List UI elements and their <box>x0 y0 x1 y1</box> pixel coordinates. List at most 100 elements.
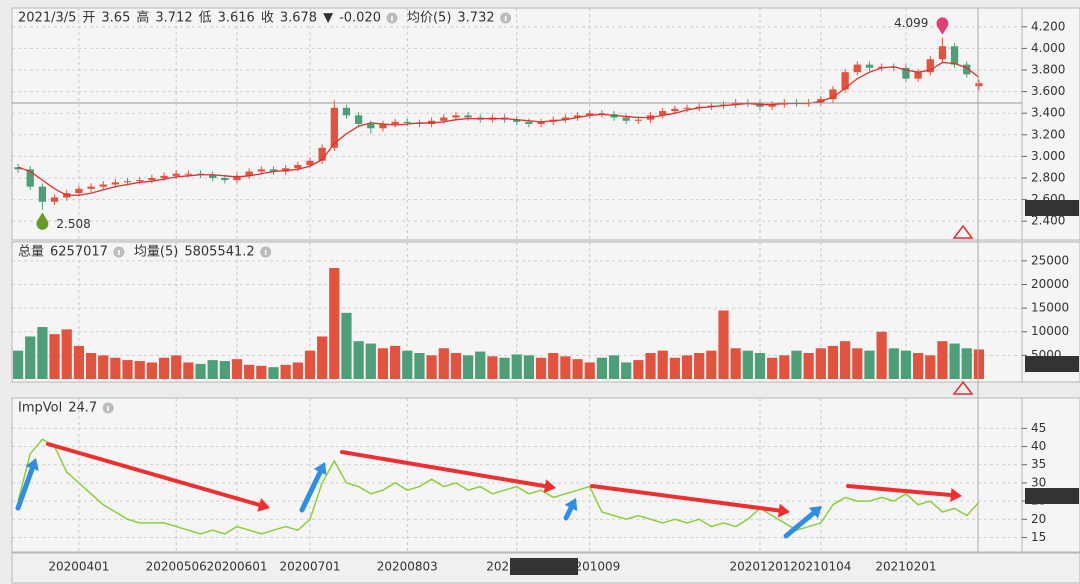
volume-bar <box>462 355 474 379</box>
arrow-shaft <box>340 450 547 489</box>
candle-body <box>50 197 59 202</box>
volume-bar <box>414 353 425 379</box>
candle-body <box>440 117 448 121</box>
candle-body <box>75 188 83 194</box>
candle-body <box>26 169 34 187</box>
arrow-shaft <box>590 484 781 513</box>
volume-bar <box>645 353 656 379</box>
volume-bar <box>353 341 364 379</box>
volume-bar <box>815 348 826 379</box>
high-label: 4.099 <box>894 16 928 30</box>
y-tick-label: 35 <box>1031 457 1046 471</box>
volume-bar <box>657 350 668 379</box>
candle-body <box>513 119 521 122</box>
candle-body <box>671 108 679 112</box>
volume-bar <box>195 363 206 379</box>
candle-body <box>160 175 168 178</box>
volume-bar <box>681 355 693 379</box>
volume-bar <box>523 355 535 379</box>
candle-body <box>209 174 217 178</box>
candle-body <box>111 182 120 185</box>
volume-bar <box>402 350 413 379</box>
y-tick-label: 4.000 <box>1031 41 1065 55</box>
header-item: 24.7 <box>68 401 97 416</box>
volume-bar <box>475 351 486 379</box>
volume-bar <box>535 357 547 379</box>
volume-bar <box>219 361 230 379</box>
info-icon-bar <box>504 16 507 21</box>
volume-bar <box>207 360 218 379</box>
header-item: 总量 <box>18 245 44 260</box>
volume-bar <box>900 350 912 379</box>
x-tick-label: 20200506 <box>146 560 207 574</box>
y-tick-label: 30 <box>1031 475 1046 489</box>
volume-bar <box>280 364 291 379</box>
header-item: 2021/3/5 <box>18 11 76 26</box>
y-tick-label: 40 <box>1031 439 1046 453</box>
x-tick-label: 20200401 <box>48 560 109 574</box>
volume-bar <box>961 348 972 379</box>
volume-bar <box>292 362 303 379</box>
y-tick-label: 3.200 <box>1031 127 1065 141</box>
arrow-head <box>808 506 822 519</box>
arrow-shaft <box>563 505 574 521</box>
volume-bar <box>633 360 644 379</box>
x-tick-label: 20200601 <box>206 560 267 574</box>
volume-bar <box>888 348 899 379</box>
alert-triangle <box>952 380 974 395</box>
volume-bar <box>754 353 766 379</box>
cursor-box <box>1025 200 1079 216</box>
candle-body <box>136 180 144 182</box>
candle-body <box>391 121 399 124</box>
volume-bar <box>134 361 145 379</box>
candle-body <box>38 186 47 202</box>
y-tick-label: 4.200 <box>1031 19 1065 33</box>
header-item: 低 <box>199 11 212 26</box>
header-item: 6257017 <box>50 245 108 260</box>
candle-body <box>950 46 959 65</box>
candle-body <box>525 121 533 124</box>
cursor-box <box>1025 488 1079 504</box>
volume-bar <box>511 354 522 379</box>
header-item: 3.712 <box>155 11 192 26</box>
candle-body <box>659 111 667 116</box>
x-tick-label: 20200803 <box>377 560 438 574</box>
volume-bar <box>12 350 24 379</box>
volume-bar <box>937 341 948 379</box>
header-item: 3.678 <box>280 11 317 26</box>
candle-body <box>354 115 363 124</box>
candle-body <box>768 104 776 107</box>
candle-body <box>233 175 241 181</box>
volume-bar <box>730 348 741 379</box>
arrow-shaft <box>299 469 323 513</box>
arrow-head <box>25 458 39 471</box>
volume-bar <box>256 365 267 379</box>
info-icon-bar <box>264 250 267 255</box>
candle-body <box>342 107 351 116</box>
candle-body <box>294 165 302 169</box>
header-item: 均价(5) <box>407 11 451 26</box>
volume-bar <box>608 355 620 379</box>
volume-bar <box>864 350 875 379</box>
candle-body <box>245 171 253 176</box>
info-icon-bar <box>118 250 120 255</box>
header-item: ▼ <box>323 11 333 26</box>
candle-body <box>257 169 265 172</box>
volume-bar <box>548 353 559 379</box>
volume-bar <box>827 345 839 379</box>
arrow-head <box>950 488 962 502</box>
volume-bar <box>876 331 887 379</box>
volume-bar <box>49 334 60 379</box>
volume-bar <box>438 348 449 379</box>
candle-body <box>914 72 922 79</box>
x-tick-label: 20210201 <box>875 560 936 574</box>
volume-bar <box>73 345 85 379</box>
high-marker <box>936 17 949 35</box>
header-item: 3.732 <box>457 11 494 26</box>
y-tick-label: 2.800 <box>1031 170 1065 184</box>
info-icon-bar <box>107 406 109 411</box>
arrow-shaft <box>846 484 953 498</box>
candle-body <box>865 64 874 68</box>
volume-bar <box>767 357 778 379</box>
